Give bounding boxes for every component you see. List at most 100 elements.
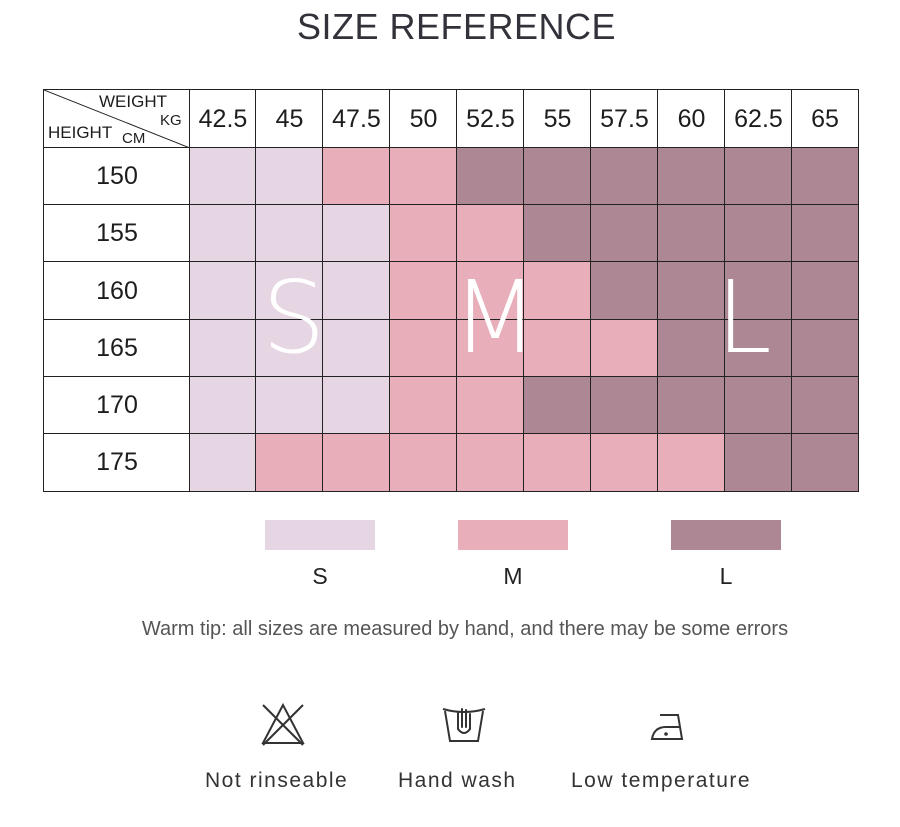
weight-header-50: 50 xyxy=(390,90,457,148)
size-cell-175-47.5 xyxy=(323,434,390,491)
size-cell-160-57.5 xyxy=(591,262,658,320)
height-header-160: 160 xyxy=(44,262,190,320)
grid-line-vertical xyxy=(389,90,390,491)
grid-line-vertical xyxy=(255,90,256,491)
size-cell-160-60 xyxy=(658,262,725,320)
legend-label-s: S xyxy=(312,563,328,589)
no-bleach-icon xyxy=(259,701,307,749)
size-cell-175-52.5 xyxy=(457,434,524,491)
size-cell-165-42.5 xyxy=(190,320,256,377)
weight-header-57.5: 57.5 xyxy=(591,90,658,148)
weight-header-42.5: 42.5 xyxy=(190,90,256,148)
size-cell-175-55 xyxy=(524,434,591,491)
grid-line-vertical xyxy=(456,90,457,491)
size-cell-175-62.5 xyxy=(725,434,792,491)
height-header-175: 175 xyxy=(44,434,190,491)
size-cell-175-50 xyxy=(390,434,457,491)
size-cell-160-50 xyxy=(390,262,457,320)
grid-line-vertical xyxy=(523,90,524,491)
weight-header-62.5: 62.5 xyxy=(725,90,792,148)
weight-unit-label: KG xyxy=(160,112,182,129)
table-corner-header: WEIGHT KG HEIGHT CM xyxy=(44,90,190,148)
weight-header-60: 60 xyxy=(658,90,725,148)
size-cell-150-57.5 xyxy=(591,148,658,205)
grid-line-horizontal xyxy=(44,319,858,320)
size-cell-150-62.5 xyxy=(725,148,792,205)
legend-swatch-m xyxy=(458,520,568,550)
corner-diagonal-line xyxy=(44,90,190,148)
size-cell-150-60 xyxy=(658,148,725,205)
size-cell-170-52.5 xyxy=(457,377,524,434)
grid-line-horizontal xyxy=(44,376,858,377)
grid-line-horizontal xyxy=(44,204,858,205)
warm-tip-text: Warm tip: all sizes are measured by hand… xyxy=(141,618,789,640)
grid-line-vertical xyxy=(657,90,658,491)
height-header-170: 170 xyxy=(44,377,190,434)
size-cell-175-45 xyxy=(256,434,323,491)
size-cell-175-60 xyxy=(658,434,725,491)
grid-line-vertical xyxy=(189,90,190,491)
size-cell-165-62.5 xyxy=(725,320,792,377)
care-label-low-temperature: Low temperature xyxy=(571,769,752,792)
size-overlay-letter-s: S xyxy=(262,259,326,376)
weight-header-55: 55 xyxy=(524,90,591,148)
grid-line-horizontal xyxy=(44,147,858,148)
legend-swatch-s xyxy=(265,520,375,550)
legend-swatch-l xyxy=(671,520,781,550)
size-cell-150-45 xyxy=(256,148,323,205)
size-cell-155-60 xyxy=(658,205,725,262)
size-cell-175-57.5 xyxy=(591,434,658,491)
size-table: WEIGHT KG HEIGHT CM 42.5 45 47.5 50 52.5 55 57… xyxy=(43,89,859,492)
size-cell-170-57.5 xyxy=(591,377,658,434)
size-cell-170-47.5 xyxy=(323,377,390,434)
weight-header-45: 45 xyxy=(256,90,323,148)
size-cell-150-50 xyxy=(390,148,457,205)
size-cell-170-50 xyxy=(390,377,457,434)
care-label-hand-wash: Hand wash xyxy=(398,769,517,792)
weight-header-47.5: 47.5 xyxy=(323,90,390,148)
size-cell-155-45 xyxy=(256,205,323,262)
size-cell-170-60 xyxy=(658,377,725,434)
height-unit-label: CM xyxy=(122,130,146,147)
size-cell-155-55 xyxy=(524,205,591,262)
grid-line-horizontal xyxy=(44,261,858,262)
size-overlay-letter-m: M xyxy=(452,259,539,376)
size-cell-160-52.5 xyxy=(457,262,524,320)
weight-header-52.5: 52.5 xyxy=(457,90,524,148)
size-cell-155-62.5 xyxy=(725,205,792,262)
grid-line-horizontal xyxy=(44,433,858,434)
size-cell-160-47.5 xyxy=(323,262,390,320)
height-header-150: 150 xyxy=(44,148,190,205)
size-cell-165-47.5 xyxy=(323,320,390,377)
size-cell-165-52.5 xyxy=(457,320,524,377)
size-cell-150-42.5 xyxy=(190,148,256,205)
grid-line-vertical xyxy=(590,90,591,491)
height-header-165: 165 xyxy=(44,320,190,377)
size-cell-170-65 xyxy=(792,377,858,434)
size-cell-170-62.5 xyxy=(725,377,792,434)
size-cell-160-65 xyxy=(792,262,858,320)
legend-label-l: L xyxy=(719,563,733,589)
size-cell-160-45 xyxy=(256,262,323,320)
size-cell-160-62.5 xyxy=(725,262,792,320)
legend-label-m: M xyxy=(503,563,523,589)
size-cell-155-65 xyxy=(792,205,858,262)
size-cell-155-47.5 xyxy=(323,205,390,262)
grid-line-vertical xyxy=(791,90,792,491)
grid-line-vertical xyxy=(724,90,725,491)
size-cell-165-57.5 xyxy=(591,320,658,377)
weight-axis-label: WEIGHT xyxy=(99,92,167,111)
size-cell-165-50 xyxy=(390,320,457,377)
page-title: SIZE REFERENCE xyxy=(296,6,617,47)
grid-line-vertical xyxy=(322,90,323,491)
size-cell-155-42.5 xyxy=(190,205,256,262)
size-cell-175-65 xyxy=(792,434,858,491)
size-cell-165-45 xyxy=(256,320,323,377)
size-cell-150-55 xyxy=(524,148,591,205)
size-cell-155-52.5 xyxy=(457,205,524,262)
hand-wash-icon xyxy=(440,701,488,749)
size-cell-170-45 xyxy=(256,377,323,434)
size-cell-160-42.5 xyxy=(190,262,256,320)
size-cell-150-47.5 xyxy=(323,148,390,205)
weight-header-65: 65 xyxy=(792,90,858,148)
